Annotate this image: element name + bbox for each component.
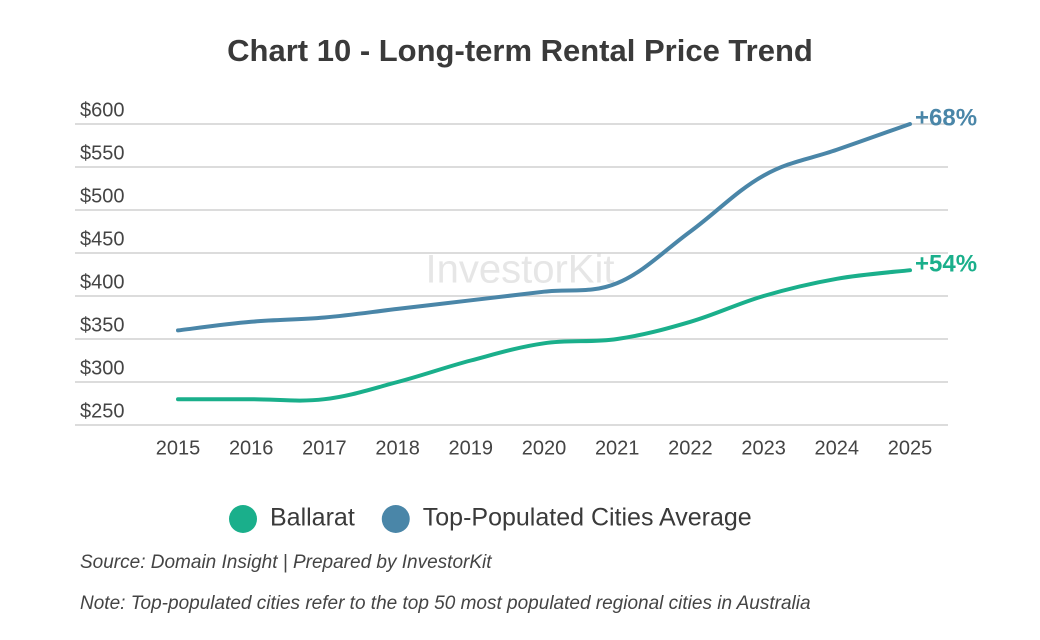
legend-label: Ballarat <box>270 504 355 532</box>
x-tick-label: 2018 <box>375 437 420 459</box>
x-tick-label: 2023 <box>741 437 786 459</box>
x-tick-label: 2024 <box>815 437 860 459</box>
x-tick-label: 2021 <box>595 437 640 459</box>
line-series <box>176 268 912 403</box>
y-tick-label: $350 <box>80 314 125 336</box>
legend-label: Top-Populated Cities Average <box>423 504 752 532</box>
y-tick-label: $250 <box>80 400 125 422</box>
x-tick-label: 2022 <box>668 437 713 459</box>
chart-title: Chart 10 - Long-term Rental Price Trend <box>227 33 813 68</box>
end-annotation: +68% <box>915 104 977 131</box>
x-tick-label: 2017 <box>302 437 347 459</box>
y-tick-label: $300 <box>80 357 125 379</box>
y-tick-label: $450 <box>80 228 125 250</box>
legend-marker <box>229 505 257 533</box>
watermark: InvestorKit <box>426 248 615 292</box>
x-tick-label: 2016 <box>229 437 274 459</box>
y-tick-label: $500 <box>80 185 125 207</box>
x-tick-label: 2019 <box>449 437 494 459</box>
x-tick-label: 2015 <box>156 437 201 459</box>
y-tick-label: $400 <box>80 271 125 293</box>
footnote: Note: Top-populated cities refer to the … <box>80 593 811 614</box>
line-series <box>176 122 912 333</box>
legend-marker <box>381 505 410 533</box>
source-note: Source: Domain Insight | Prepared by Inv… <box>80 552 492 573</box>
y-tick-label: $600 <box>80 99 125 121</box>
x-tick-label: 2025 <box>888 437 933 459</box>
y-tick-label: $550 <box>80 142 125 164</box>
end-annotation: +54% <box>915 251 977 278</box>
x-tick-label: 2020 <box>522 437 567 459</box>
